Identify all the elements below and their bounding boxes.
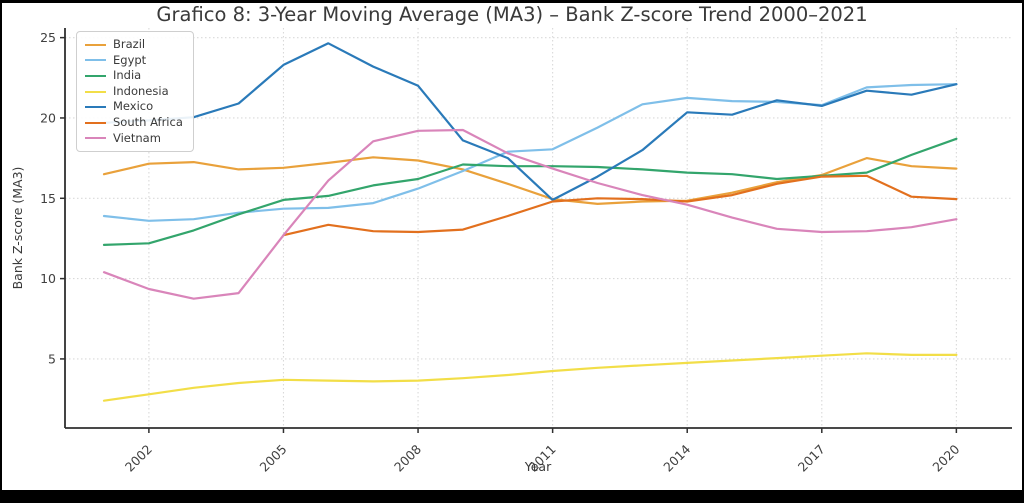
- legend-label: Brazil: [113, 37, 146, 52]
- legend-item: Brazil: [85, 37, 183, 53]
- screenshot-border-right: [1022, 0, 1024, 503]
- x-tick-label: 2002: [122, 442, 155, 475]
- x-tick-label: 2008: [391, 441, 424, 474]
- legend-item: India: [85, 68, 183, 84]
- legend-label: India: [113, 68, 142, 83]
- legend-swatch: [85, 121, 106, 124]
- y-tick-label: 10: [40, 271, 56, 286]
- legend-swatch: [85, 106, 106, 109]
- x-axis-label: Year: [524, 459, 552, 474]
- series-line-south-africa: [282, 174, 958, 237]
- legend-item: South Africa: [85, 115, 183, 131]
- x-tick-label: 2005: [256, 442, 289, 475]
- series-line-brazil: [102, 156, 958, 205]
- legend-label: Vietnam: [113, 130, 161, 145]
- y-tick-label: 5: [48, 351, 56, 366]
- gridlines: [65, 28, 1012, 428]
- screenshot-border-bottom: [0, 490, 1024, 503]
- x-tick-label: 2020: [929, 441, 962, 474]
- series-line-indonesia: [102, 352, 958, 402]
- legend-label: Indonesia: [113, 83, 169, 98]
- x-tick-label: 2017: [795, 442, 828, 475]
- legend-label: Egypt: [113, 52, 147, 67]
- y-tick-label: 25: [40, 30, 56, 45]
- legend-swatch: [85, 43, 106, 46]
- legend-swatch: [85, 59, 106, 62]
- x-tick-label: 2014: [660, 441, 693, 474]
- legend-item: Vietnam: [85, 131, 183, 147]
- y-tick-label: 15: [40, 191, 56, 206]
- y-axis-label: Bank Z-score (MA3): [10, 167, 25, 290]
- screenshot-border-top: [0, 0, 1024, 3]
- series-line-india: [102, 137, 958, 246]
- legend-label: South Africa: [113, 115, 183, 130]
- legend: Brazil Egypt India Indonesia Mexico South Afr…: [76, 31, 194, 153]
- series-line-mexico: [102, 42, 958, 201]
- y-tick-label: 20: [40, 110, 56, 125]
- series-line-vietnam: [102, 128, 958, 300]
- chart-title: Grafico 8: 3-Year Moving Average (MA3) –…: [156, 3, 867, 26]
- screenshot-border-left: [0, 0, 2, 503]
- legend-swatch: [85, 90, 106, 93]
- legend-item: Egypt: [85, 53, 183, 69]
- legend-swatch: [85, 137, 106, 140]
- legend-label: Mexico: [113, 99, 154, 114]
- legend-swatch: [85, 74, 106, 77]
- chart-series-lines: [102, 42, 958, 402]
- legend-item: Mexico: [85, 99, 183, 115]
- legend-item: Indonesia: [85, 84, 183, 100]
